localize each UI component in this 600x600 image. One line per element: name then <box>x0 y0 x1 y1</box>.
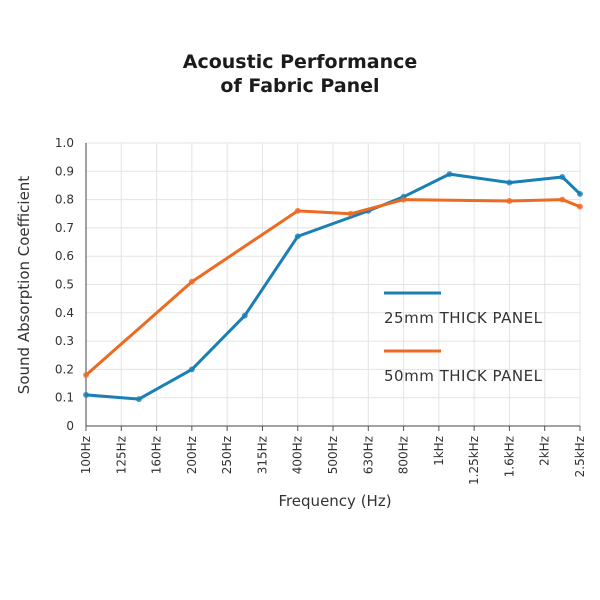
x-axis-label: Frequency (Hz) <box>278 492 391 510</box>
y-tick-label: 0.6 <box>55 249 74 263</box>
data-point <box>135 396 142 403</box>
x-tick-label: 2.5kHz <box>573 436 587 477</box>
data-point <box>559 173 566 180</box>
series-layer <box>83 171 583 403</box>
y-tick-label: 0.2 <box>55 362 74 376</box>
chart-title-line-1: Acoustic Performance <box>182 51 418 73</box>
x-tick-label: 200Hz <box>185 436 199 474</box>
x-tick-label: 1.25kHz <box>467 436 481 485</box>
chart-title-line-2: of Fabric Panel <box>220 75 380 97</box>
data-point <box>83 391 89 398</box>
y-tick-label: 1.0 <box>55 136 74 150</box>
y-tick-label: 0.5 <box>55 278 74 292</box>
y-tick-label: 0.4 <box>55 306 74 320</box>
data-point <box>241 312 248 319</box>
data-point <box>294 207 301 214</box>
x-tick-label: 1kHz <box>432 436 446 466</box>
series-1 <box>83 171 583 403</box>
x-tick-label: 250Hz <box>220 436 234 474</box>
y-tick-label: 0.1 <box>55 391 74 405</box>
x-axis-ticks: 100Hz 125Hz 160Hz 200Hz 250Hz 315Hz 400Hz 500Hz… <box>79 426 587 485</box>
data-point <box>83 372 89 379</box>
y-axis-ticks: 0 0.1 0.2 0.3 0.4 0.5 0.6 0.7 0.8 0.9 1.0 <box>55 136 74 433</box>
chart-title: Acoustic Performance of Fabric Panel <box>0 50 600 98</box>
y-tick-label: 0.3 <box>55 334 74 348</box>
y-tick-label: 0.7 <box>55 221 74 235</box>
x-tick-label: 100Hz <box>79 436 93 474</box>
data-point <box>577 203 583 210</box>
data-point <box>506 179 513 186</box>
y-axis-label: Sound Absorption Coefficient <box>15 176 33 394</box>
data-point <box>559 196 566 203</box>
data-point <box>188 278 195 285</box>
x-tick-label: 315Hz <box>255 436 269 474</box>
data-point <box>188 366 195 373</box>
legend-label: 50mm THICK PANEL <box>384 367 543 385</box>
series-2 <box>83 196 583 379</box>
series-line <box>84 198 582 377</box>
data-point <box>294 233 301 240</box>
data-point <box>577 190 583 197</box>
x-tick-label: 1.6kHz <box>502 436 516 477</box>
x-tick-label: 400Hz <box>291 436 305 474</box>
y-tick-label: 0.8 <box>55 193 74 207</box>
data-point <box>347 210 354 217</box>
data-point <box>400 196 407 203</box>
x-tick-label: 2kHz <box>538 436 552 466</box>
legend-label: 25mm THICK PANEL <box>384 309 543 327</box>
y-tick-label: 0.9 <box>55 164 74 178</box>
x-tick-label: 160Hz <box>150 436 164 474</box>
data-point <box>446 171 453 178</box>
x-tick-label: 500Hz <box>326 436 340 474</box>
x-tick-label: 125Hz <box>114 436 128 474</box>
legend: 25mm THICK PANEL 50mm THICK PANEL <box>384 291 543 385</box>
x-tick-label: 630Hz <box>361 436 375 474</box>
x-tick-label: 800Hz <box>397 436 411 474</box>
y-tick-label: 0 <box>66 419 74 433</box>
data-point <box>506 198 513 205</box>
